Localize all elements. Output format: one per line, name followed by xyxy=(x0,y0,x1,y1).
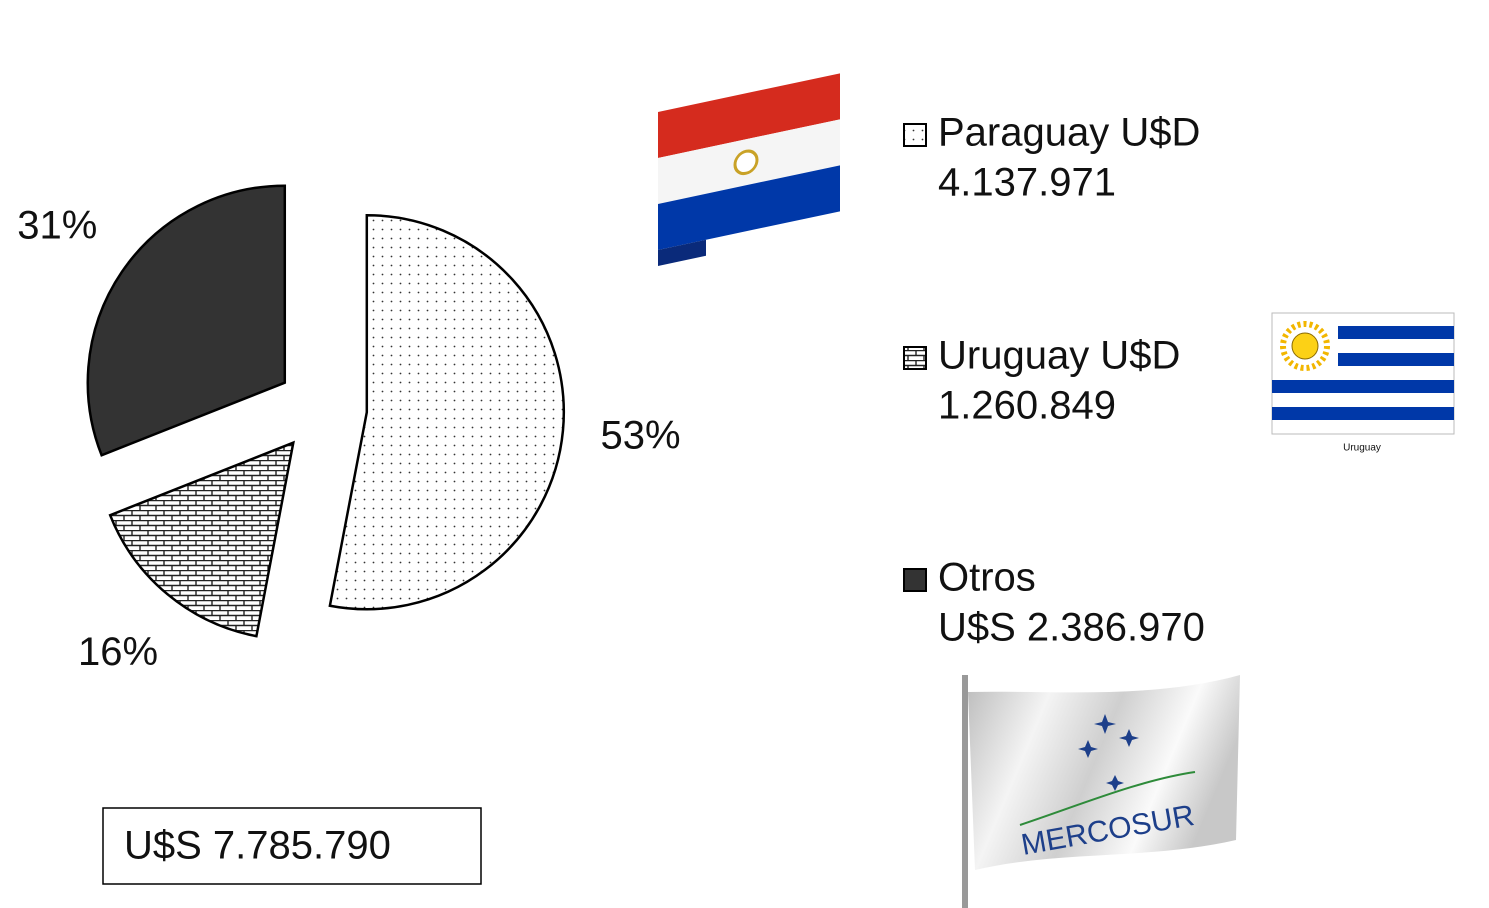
mercosur-flag xyxy=(962,675,1240,908)
legend-label: Paraguay U$D xyxy=(938,111,1200,155)
legend-label: Otros xyxy=(938,556,1036,600)
legend-amount: 4.137.971 xyxy=(938,161,1116,205)
legend-swatch xyxy=(903,123,927,147)
total-box xyxy=(102,807,482,885)
slice-label: 31% xyxy=(17,204,97,248)
legend-swatch xyxy=(903,568,927,592)
pie-slice xyxy=(86,184,287,457)
legend-amount: 1.260.849 xyxy=(938,384,1116,428)
pie-slice xyxy=(108,440,295,638)
slice-label: 53% xyxy=(601,414,681,458)
legend-amount: U$S 2.386.970 xyxy=(938,606,1205,650)
pie-slice xyxy=(328,213,566,611)
uruguay-flag xyxy=(1271,312,1455,435)
legend-label: Uruguay U$D xyxy=(938,334,1180,378)
flag-caption: Uruguay xyxy=(1343,443,1381,454)
legend-swatch xyxy=(903,346,927,370)
total: U$S 7.785.790 xyxy=(124,824,391,868)
paraguay-flag xyxy=(658,73,840,266)
slice-label: 16% xyxy=(78,630,158,674)
